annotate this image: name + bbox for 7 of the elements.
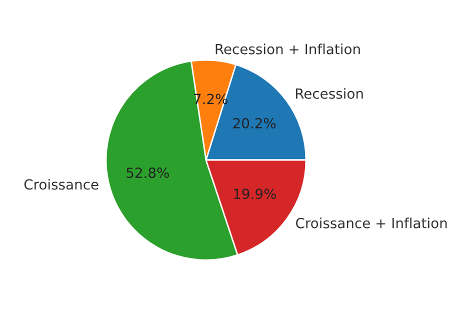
- slice-label: Croissance + Inflation: [296, 218, 447, 228]
- data-label: 20.2%: [233, 118, 276, 128]
- slice-label: Croissance: [24, 178, 98, 190]
- slice-label: Recession: [296, 88, 363, 99]
- data-label: 52.8%: [126, 168, 169, 178]
- data-label: 19.9%: [234, 188, 276, 200]
- slice-label: Recession + Inflation: [216, 44, 360, 54]
